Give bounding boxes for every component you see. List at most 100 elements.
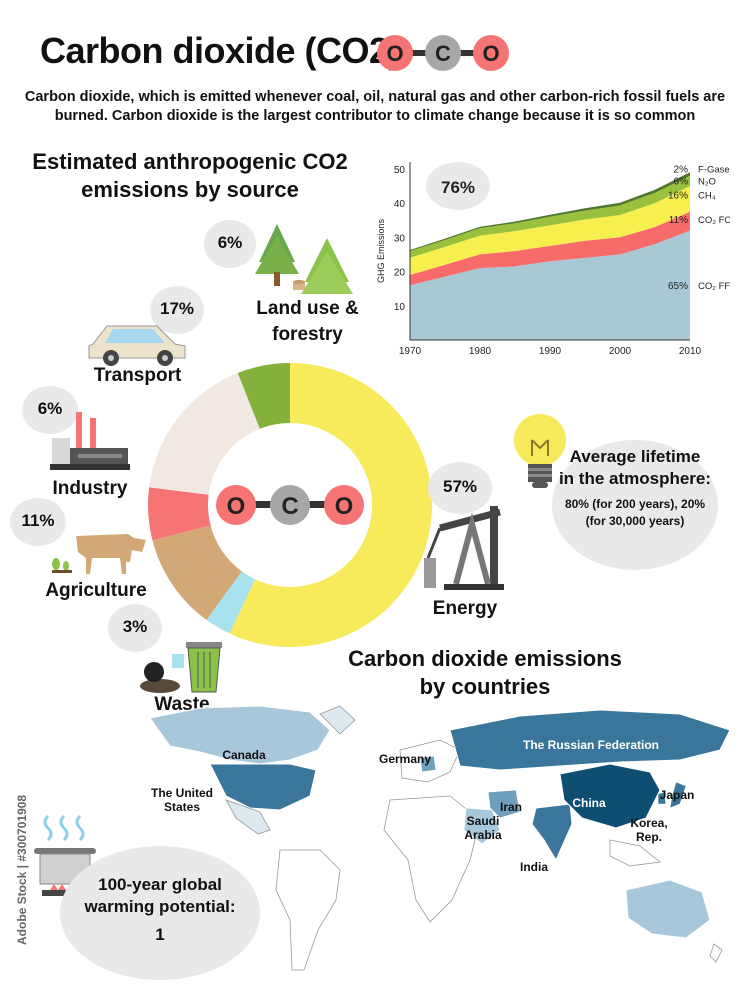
cow-icon bbox=[52, 534, 146, 574]
industry-pct-bubble bbox=[22, 386, 78, 434]
transport-pct-bubble bbox=[150, 286, 204, 334]
industry-label: Industry bbox=[52, 478, 128, 499]
saudi-arabia-label-line: Arabia bbox=[464, 828, 502, 842]
korea-label-line: Rep. bbox=[635, 830, 662, 844]
canada-region bbox=[149, 705, 331, 765]
agriculture-pct: 11% bbox=[21, 511, 55, 530]
lifetime-bubble bbox=[552, 440, 718, 570]
china-region bbox=[559, 763, 661, 829]
united-states-label-line: States bbox=[163, 800, 201, 814]
series-share-label: 2% bbox=[674, 164, 689, 175]
countries-heading: Carbon dioxide emissions by countries bbox=[330, 645, 640, 701]
sources-heading: Estimated anthropogenic CO2 emissions by… bbox=[20, 148, 360, 204]
gwp-value: 1 bbox=[155, 925, 165, 944]
sources-heading-line: emissions by source bbox=[81, 177, 299, 202]
iran-region bbox=[487, 789, 521, 819]
series-share-label: 6% bbox=[674, 176, 689, 187]
y-tick-label: 50 bbox=[394, 165, 406, 176]
africa-region bbox=[383, 795, 481, 923]
area-series-co-ff bbox=[410, 230, 690, 340]
canada-label: Canada bbox=[222, 748, 266, 762]
lifetime-detail: 80% (for 200 years), 20% bbox=[564, 497, 706, 511]
y-tick-label: 10 bbox=[394, 302, 406, 313]
series-share-label: 65% bbox=[668, 281, 688, 292]
united-states-label: The United States bbox=[140, 786, 224, 814]
transport-label: Transport bbox=[93, 365, 182, 386]
united-states-region bbox=[209, 763, 317, 811]
series-share-label: 16% bbox=[668, 190, 688, 201]
mexico-region bbox=[225, 799, 271, 835]
japan-label: Japan bbox=[659, 788, 695, 802]
area-series-co-folu bbox=[410, 211, 690, 286]
factory-icon bbox=[50, 412, 130, 470]
korea-label-line: Korea, bbox=[630, 816, 668, 830]
energy-label: Energy bbox=[432, 598, 498, 619]
series-name-label: N₂O bbox=[698, 176, 716, 187]
land-use-label-line: forestry bbox=[272, 324, 343, 345]
molecule-atom-label: O bbox=[482, 41, 499, 66]
korea-region bbox=[657, 791, 667, 805]
car-icon bbox=[88, 325, 186, 366]
south-america-region bbox=[275, 849, 341, 971]
donut-slice-industry bbox=[148, 487, 211, 541]
gwp-box: 100-year global warming potential: 1 bbox=[70, 874, 250, 946]
x-tick-label: 2000 bbox=[609, 346, 632, 357]
donut-slice-waste bbox=[206, 571, 256, 634]
saudi-arabia-label: Saudi Arabia bbox=[458, 814, 508, 842]
india-region bbox=[531, 803, 573, 862]
chart-callout-bubble bbox=[426, 162, 490, 210]
donut-slice-land-use-forestry bbox=[237, 363, 290, 429]
donut-slice-agriculture bbox=[152, 525, 242, 620]
y-tick-label: 40 bbox=[394, 199, 406, 210]
india-label: India bbox=[519, 860, 548, 874]
russia-label: The Russian Federation bbox=[522, 738, 660, 752]
industry-pct: 6% bbox=[37, 399, 63, 418]
page-title: Carbon dioxide (CO2) bbox=[40, 30, 401, 71]
japan-region bbox=[669, 781, 687, 809]
x-tick-label: 1990 bbox=[539, 346, 562, 357]
gwp-bubble bbox=[60, 846, 260, 980]
waste-pct: 3% bbox=[122, 617, 148, 636]
molecule-atom-label: C bbox=[435, 41, 451, 66]
saudi-arabia-label-line: Saudi bbox=[466, 814, 500, 828]
world-map bbox=[149, 705, 731, 971]
series-name-label: CO₂ FF bbox=[698, 281, 730, 292]
series-name-label: F-Gases bbox=[698, 164, 730, 175]
y-tick-label: 20 bbox=[394, 268, 406, 279]
donut-slice-energy bbox=[229, 363, 432, 647]
series-name-label: CO₂ FOLU bbox=[698, 215, 730, 226]
germany-label: Germany bbox=[378, 752, 432, 766]
chart-callout-value: 76% bbox=[441, 178, 475, 197]
russia-region bbox=[449, 709, 731, 771]
energy-pct: 57% bbox=[442, 477, 478, 496]
y-axis-label: GHG Emissions bbox=[376, 218, 386, 283]
series-share-label: 11% bbox=[669, 215, 688, 226]
lifetime-heading: in the atmosphere: bbox=[558, 469, 712, 488]
donut-center-atom-label: C bbox=[281, 493, 298, 520]
x-tick-label: 1970 bbox=[399, 346, 422, 357]
transport-pct: 17% bbox=[159, 299, 195, 318]
united-states-label-line: The United bbox=[151, 786, 213, 800]
forest-icon bbox=[255, 224, 353, 294]
saudi-arabia-region bbox=[463, 807, 501, 845]
oil-pump-icon bbox=[424, 506, 504, 590]
land-use-pct-bubble bbox=[204, 220, 256, 268]
donut-center-atom-label: O bbox=[335, 493, 354, 520]
new-zealand-region bbox=[709, 943, 723, 963]
lifetime-box: Average lifetime in the atmosphere: 80% … bbox=[552, 446, 718, 530]
donut-slice-transport bbox=[149, 372, 260, 495]
waste-pct-bubble bbox=[108, 604, 162, 652]
y-tick-label: 30 bbox=[394, 233, 406, 244]
land-use-label: Land use & forestry bbox=[245, 296, 370, 348]
light-bulb-icon bbox=[514, 414, 566, 488]
sources-heading-line: Estimated anthropogenic CO2 bbox=[32, 149, 348, 174]
energy-pct-bubble bbox=[428, 462, 492, 514]
iran-label: Iran bbox=[499, 800, 522, 814]
australia-region bbox=[625, 879, 711, 939]
land-use-pct: 6% bbox=[217, 233, 243, 252]
x-tick-label: 1980 bbox=[469, 346, 492, 357]
agriculture-label: Agriculture bbox=[45, 580, 147, 601]
germany-region bbox=[419, 755, 437, 773]
lifetime-detail: (for 30,000 years) bbox=[585, 514, 685, 528]
